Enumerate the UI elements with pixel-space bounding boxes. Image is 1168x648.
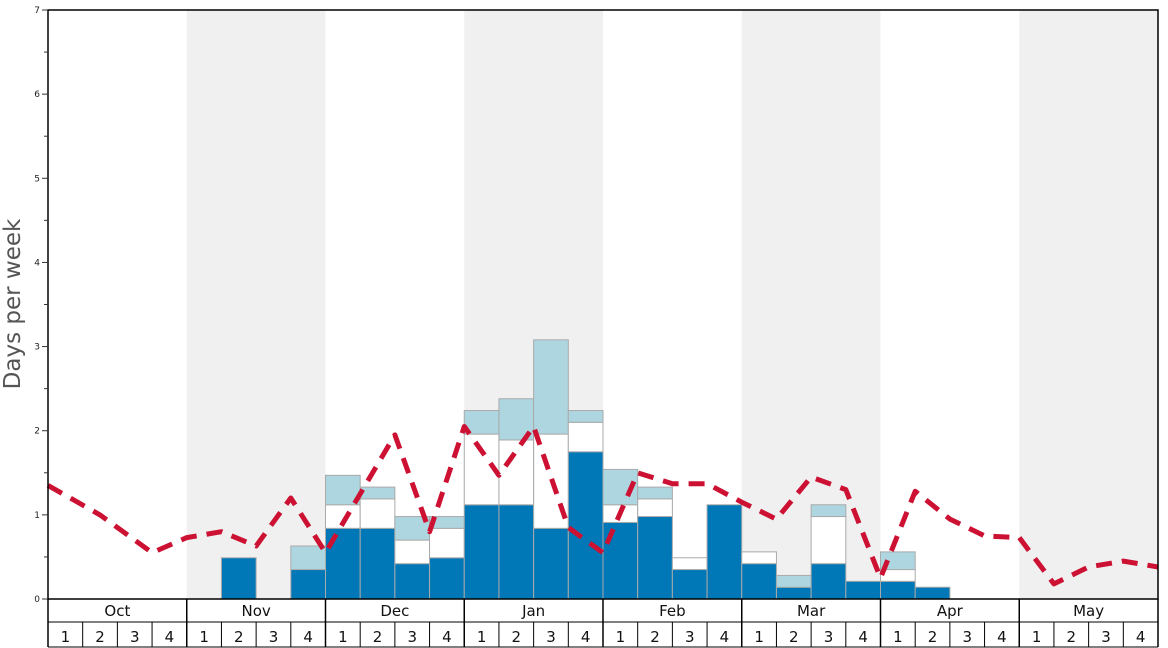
bar-mid-week-23 (810, 516, 847, 565)
y-tick-label: 6 (34, 90, 40, 100)
week-label: 4 (165, 628, 175, 646)
week-label: 1 (61, 628, 71, 646)
bar-dark-week-8 (290, 569, 326, 600)
bar-light-week-25 (880, 551, 916, 571)
bar-dark-week-21 (741, 563, 777, 600)
week-label: 4 (1136, 628, 1146, 646)
week-label: 2 (650, 628, 660, 646)
week-label: 3 (546, 628, 556, 646)
week-label: 4 (581, 628, 591, 646)
week-label: 1 (477, 628, 487, 646)
week-label: 2 (789, 628, 799, 646)
week-label: 1 (754, 628, 764, 646)
week-label: 4 (720, 628, 730, 646)
week-label: 1 (616, 628, 626, 646)
bar-light-week-22 (775, 574, 812, 588)
month-label-nov: Nov (241, 602, 270, 620)
bar-dark-week-14 (498, 504, 535, 600)
week-label: 1 (338, 628, 348, 646)
bar-light-week-8 (290, 545, 326, 571)
y-tick-label: 2 (34, 427, 40, 437)
bar-light-week-16 (567, 410, 604, 423)
bar-dark-week-16 (567, 451, 604, 600)
trend-line-series (46, 424, 1159, 587)
month-label-apr: Apr (937, 602, 964, 620)
y-tick-label: 0 (34, 595, 40, 605)
bar-dark-week-10 (359, 527, 396, 600)
month-shade-nov (186, 10, 326, 599)
bar-dark-week-19 (671, 569, 708, 600)
week-label: 1 (199, 628, 209, 646)
y-tick-label: 3 (34, 343, 40, 353)
week-label: 1 (1032, 628, 1042, 646)
bar-dark-week-26 (914, 586, 951, 600)
y-tick-label: 7 (34, 6, 40, 16)
month-shade-may (1019, 10, 1158, 599)
week-label: 4 (997, 628, 1007, 646)
y-tick-label: 5 (34, 174, 40, 184)
bar-mid-week-21 (741, 551, 777, 565)
month-label-may: May (1073, 602, 1104, 620)
bar-dark-week-23 (810, 563, 847, 600)
bar-dark-week-13 (463, 504, 500, 600)
month-label-feb: Feb (659, 602, 686, 620)
month-label-oct: Oct (104, 602, 130, 620)
y-tick-label: 4 (34, 258, 40, 268)
week-label: 3 (824, 628, 834, 646)
bar-dark-week-18 (637, 516, 673, 600)
y-tick-label: 1 (34, 511, 40, 521)
bar-mid-week-14 (498, 439, 535, 506)
week-label: 4 (303, 628, 313, 646)
bars (220, 339, 951, 600)
week-label: 4 (858, 628, 868, 646)
month-shade-mar (741, 10, 881, 599)
bar-dark-week-12 (429, 557, 465, 600)
bar-dark-week-6 (220, 557, 257, 600)
month-label-dec: Dec (380, 602, 409, 620)
bar-mid-week-11 (394, 539, 431, 565)
bar-dark-week-22 (775, 586, 812, 600)
month-label-jan: Jan (521, 602, 545, 620)
week-label: 2 (928, 628, 938, 646)
bar-light-week-10 (359, 486, 396, 500)
month-shading (186, 10, 1158, 599)
bar-mid-week-18 (637, 498, 673, 518)
bar-dark-week-24 (845, 580, 881, 600)
week-label: 3 (269, 628, 279, 646)
bar-mid-week-12 (429, 527, 465, 559)
bar-mid-week-10 (359, 498, 396, 529)
week-label: 2 (1067, 628, 1077, 646)
week-label: 3 (130, 628, 140, 646)
bar-mid-week-19 (671, 557, 708, 571)
week-label: 4 (442, 628, 452, 646)
week-label: 2 (373, 628, 383, 646)
week-label: 3 (407, 628, 417, 646)
bar-dark-week-20 (706, 504, 743, 600)
bar-dark-week-11 (394, 563, 431, 600)
week-label: 2 (512, 628, 522, 646)
week-label: 3 (1101, 628, 1111, 646)
week-label: 3 (685, 628, 695, 646)
bar-mid-week-16 (567, 421, 604, 453)
bar-dark-week-9 (325, 527, 361, 600)
bar-light-week-18 (637, 486, 673, 500)
week-label: 3 (962, 628, 972, 646)
week-label: 2 (234, 628, 244, 646)
bar-light-week-23 (810, 504, 847, 518)
week-label: 2 (95, 628, 105, 646)
bar-dark-week-17 (602, 521, 639, 600)
axes: 0 1 2 3 4 5 6 7 1 2 3 4 1 2 3 4 1 2 3 4 1 2 3 4 1 2 3 4 1 2 3 4 1 2 3 4 1 2 3 4… (34, 6, 1159, 648)
trend-line (46, 424, 1159, 587)
bar-light-week-15 (533, 339, 569, 435)
week-label: 1 (893, 628, 903, 646)
month-label-mar: Mar (797, 602, 826, 620)
bar-dark-week-25 (880, 580, 916, 600)
bar-dark-week-15 (533, 527, 569, 600)
